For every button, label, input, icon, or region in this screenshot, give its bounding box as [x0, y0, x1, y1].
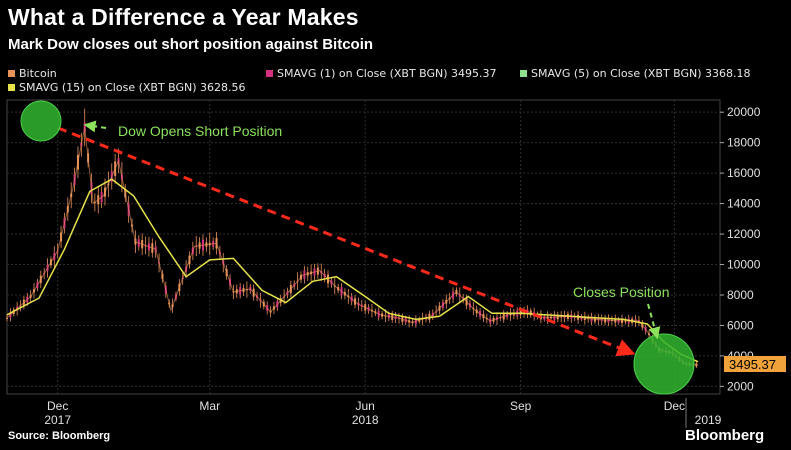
y-tick-label: 10000: [727, 258, 761, 272]
year-label: 2018: [352, 413, 379, 427]
y-axis: 2000400060008000100001200014000160001800…: [720, 105, 761, 393]
y-tick-label: 20000: [727, 105, 761, 119]
year-label: 2017: [44, 413, 71, 427]
close-position-label: Closes Position: [573, 284, 670, 300]
x-tick-label: Jun: [356, 399, 375, 413]
y-tick-label: 2000: [727, 379, 754, 393]
x-tick-label: Mar: [199, 399, 220, 413]
y-tick-label: 14000: [727, 197, 761, 211]
source-note: Source: Bloomberg: [8, 430, 110, 442]
price-chart: 2000400060008000100001200014000160001800…: [0, 0, 791, 450]
last-value-text: 3495.37: [729, 357, 776, 372]
last-value-tag: 3495.37: [724, 356, 786, 372]
x-tick-label: Dec: [47, 399, 68, 413]
open-position-marker: [21, 101, 61, 141]
y-tick-label: 6000: [727, 318, 754, 332]
y-tick-label: 18000: [727, 136, 761, 150]
x-tick-label: Sep: [510, 399, 532, 413]
y-tick-label: 12000: [727, 227, 761, 241]
brand-logo: Bloomberg: [685, 427, 764, 444]
y-tick-label: 16000: [727, 166, 761, 180]
y-tick-label: 8000: [727, 288, 754, 302]
open-position-label: Dow Opens Short Position: [118, 123, 282, 139]
close-position-marker: [634, 334, 694, 394]
candle-body: [6, 318, 8, 319]
x-tick-label: Dec: [664, 399, 685, 413]
year-label: 2019: [695, 413, 722, 427]
plot-area: [7, 100, 720, 394]
